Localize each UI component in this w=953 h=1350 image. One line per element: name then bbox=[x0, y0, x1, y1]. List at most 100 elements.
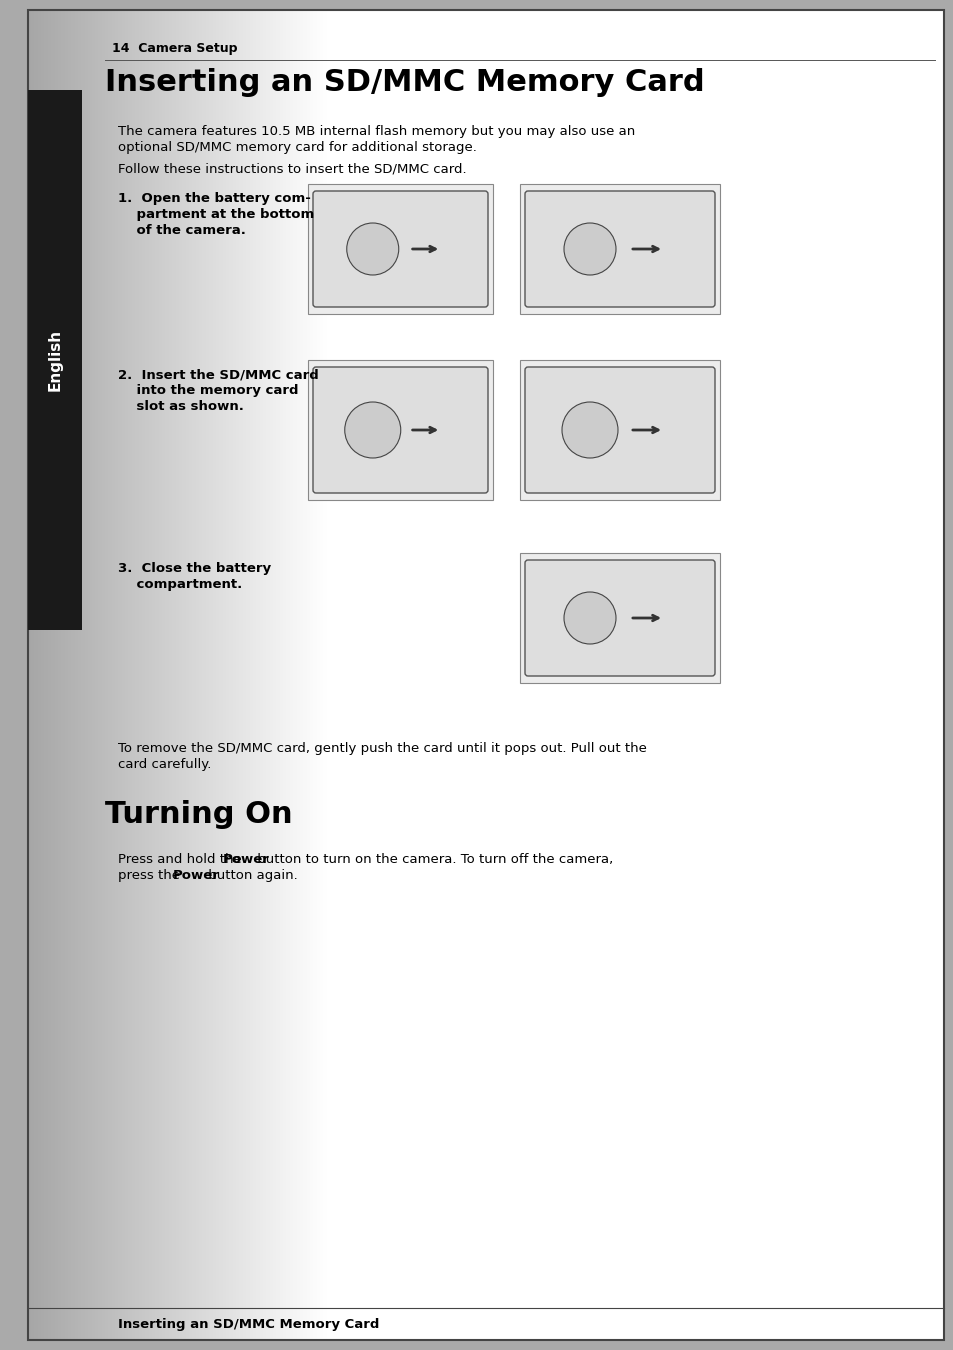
Text: press the: press the bbox=[118, 869, 184, 882]
Bar bbox=[124, 9, 125, 1341]
Bar bbox=[179, 9, 180, 1341]
Bar bbox=[270, 9, 271, 1341]
Bar bbox=[97, 9, 98, 1341]
Bar bbox=[314, 9, 315, 1341]
Bar bbox=[251, 9, 252, 1341]
Bar bbox=[174, 9, 175, 1341]
Bar bbox=[303, 9, 304, 1341]
Bar bbox=[94, 9, 95, 1341]
Bar bbox=[79, 9, 80, 1341]
Bar bbox=[263, 9, 264, 1341]
Bar bbox=[228, 9, 229, 1341]
Text: of the camera.: of the camera. bbox=[118, 224, 246, 238]
Bar bbox=[137, 9, 138, 1341]
Bar bbox=[250, 9, 251, 1341]
Bar bbox=[245, 9, 246, 1341]
Bar bbox=[191, 9, 192, 1341]
Bar bbox=[315, 9, 316, 1341]
Text: button to turn on the camera. To turn off the camera,: button to turn on the camera. To turn of… bbox=[253, 853, 613, 865]
Bar bbox=[74, 9, 75, 1341]
Bar bbox=[309, 9, 310, 1341]
Bar bbox=[110, 9, 111, 1341]
Bar bbox=[64, 9, 65, 1341]
Text: compartment.: compartment. bbox=[118, 578, 242, 591]
Bar bbox=[56, 9, 57, 1341]
Bar bbox=[519, 360, 720, 500]
Bar bbox=[43, 9, 44, 1341]
Bar bbox=[244, 9, 245, 1341]
Bar bbox=[239, 9, 240, 1341]
Text: button again.: button again. bbox=[204, 869, 297, 882]
Bar bbox=[308, 360, 493, 500]
Bar bbox=[326, 9, 327, 1341]
Bar bbox=[322, 9, 323, 1341]
Bar bbox=[182, 9, 183, 1341]
Bar bbox=[82, 9, 83, 1341]
Bar bbox=[116, 9, 117, 1341]
Bar bbox=[272, 9, 273, 1341]
Bar bbox=[60, 9, 61, 1341]
Bar bbox=[152, 9, 153, 1341]
Bar bbox=[132, 9, 133, 1341]
Bar bbox=[130, 9, 131, 1341]
Bar bbox=[213, 9, 214, 1341]
Text: into the memory card: into the memory card bbox=[118, 383, 298, 397]
Bar bbox=[262, 9, 263, 1341]
Bar bbox=[190, 9, 191, 1341]
Bar bbox=[187, 9, 188, 1341]
Bar bbox=[57, 9, 58, 1341]
Bar bbox=[39, 9, 40, 1341]
Bar bbox=[147, 9, 148, 1341]
Bar bbox=[216, 9, 218, 1341]
Bar bbox=[54, 9, 55, 1341]
Bar bbox=[273, 9, 274, 1341]
Bar bbox=[149, 9, 150, 1341]
Bar bbox=[75, 9, 76, 1341]
Bar bbox=[170, 9, 171, 1341]
Bar bbox=[243, 9, 244, 1341]
Bar bbox=[299, 9, 301, 1341]
Bar bbox=[249, 9, 250, 1341]
Bar bbox=[293, 9, 294, 1341]
Bar bbox=[255, 9, 256, 1341]
Bar bbox=[229, 9, 230, 1341]
Bar bbox=[206, 9, 207, 1341]
Bar bbox=[242, 9, 243, 1341]
Bar bbox=[99, 9, 100, 1341]
Bar bbox=[224, 9, 225, 1341]
Bar bbox=[67, 9, 68, 1341]
Text: 1.  Open the battery com-: 1. Open the battery com- bbox=[118, 192, 311, 205]
Bar bbox=[103, 9, 104, 1341]
Bar bbox=[181, 9, 182, 1341]
Bar bbox=[106, 9, 107, 1341]
Bar bbox=[126, 9, 127, 1341]
Bar bbox=[80, 9, 81, 1341]
Bar bbox=[131, 9, 132, 1341]
Bar bbox=[158, 9, 159, 1341]
Bar bbox=[302, 9, 303, 1341]
Bar bbox=[29, 9, 30, 1341]
Bar bbox=[281, 9, 282, 1341]
Bar bbox=[292, 9, 293, 1341]
Bar bbox=[204, 9, 205, 1341]
Bar bbox=[159, 9, 160, 1341]
Text: card carefully.: card carefully. bbox=[118, 757, 212, 771]
Bar bbox=[153, 9, 154, 1341]
Bar bbox=[84, 9, 85, 1341]
Bar bbox=[163, 9, 164, 1341]
FancyBboxPatch shape bbox=[524, 560, 714, 676]
Bar bbox=[135, 9, 136, 1341]
Bar bbox=[175, 9, 177, 1341]
Bar bbox=[297, 9, 298, 1341]
Bar bbox=[108, 9, 109, 1341]
Bar bbox=[62, 9, 63, 1341]
Bar bbox=[138, 9, 139, 1341]
Bar bbox=[211, 9, 212, 1341]
Bar bbox=[136, 9, 137, 1341]
Bar bbox=[164, 9, 165, 1341]
Bar bbox=[212, 9, 213, 1341]
Bar bbox=[44, 9, 45, 1341]
Bar bbox=[59, 9, 60, 1341]
Bar bbox=[317, 9, 318, 1341]
Bar bbox=[199, 9, 200, 1341]
